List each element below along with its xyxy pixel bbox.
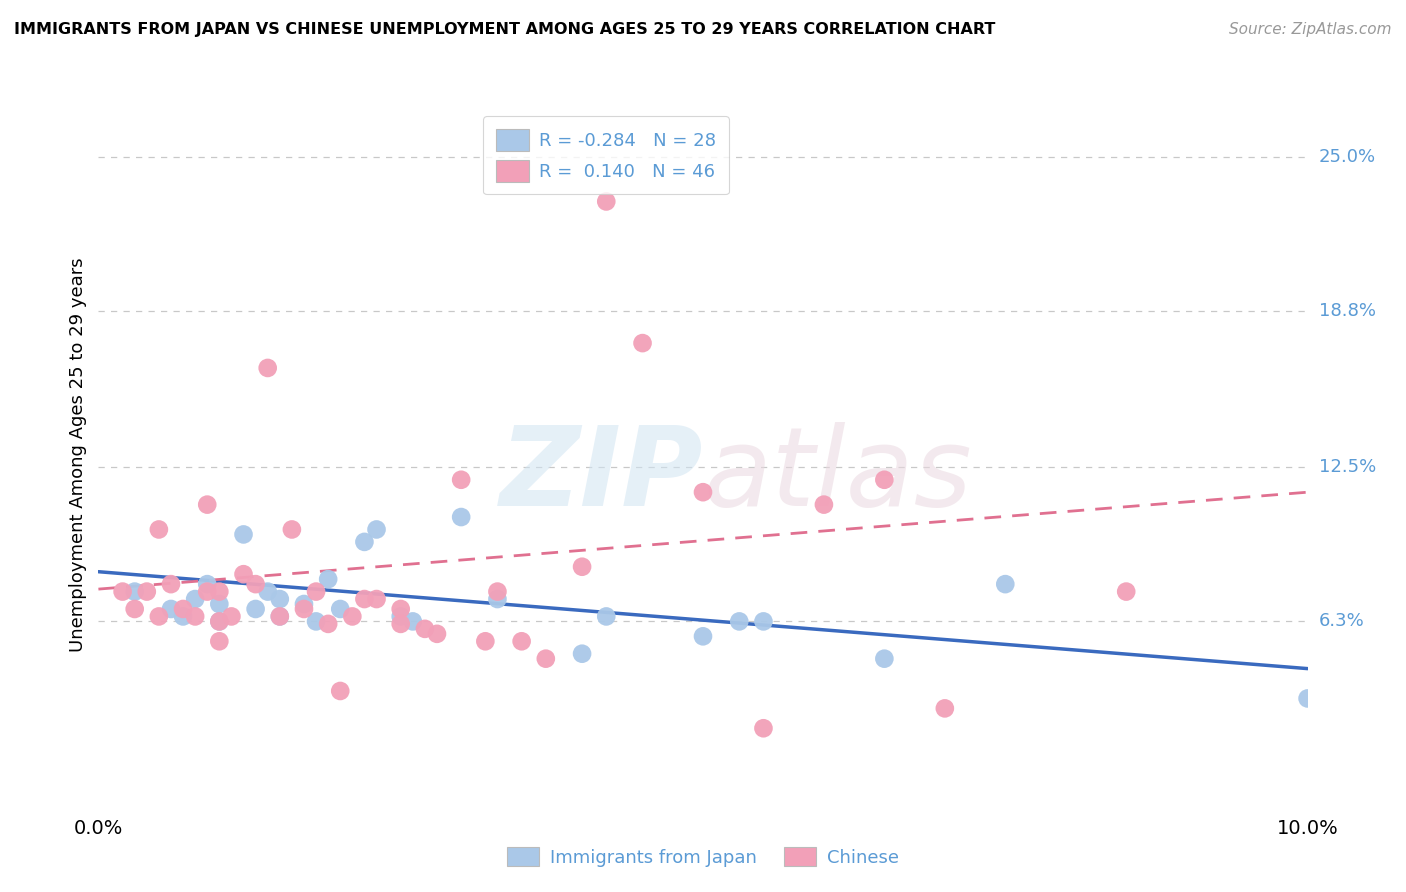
- Text: 18.8%: 18.8%: [1319, 301, 1375, 320]
- Point: [195, 498, 218, 512]
- Point: [292, 602, 315, 616]
- Point: [426, 627, 449, 641]
- Text: Source: ZipAtlas.com: Source: ZipAtlas.com: [1229, 22, 1392, 37]
- Point: [281, 523, 304, 537]
- Point: [245, 577, 267, 591]
- Point: [571, 647, 593, 661]
- Point: [232, 567, 254, 582]
- Point: [256, 584, 278, 599]
- Point: [124, 584, 146, 599]
- Point: [510, 634, 533, 648]
- Point: [208, 584, 231, 599]
- Point: [692, 485, 714, 500]
- Point: [208, 634, 231, 648]
- Point: [148, 523, 170, 537]
- Point: [402, 615, 425, 629]
- Point: [342, 609, 364, 624]
- Point: [413, 622, 436, 636]
- Point: [571, 559, 593, 574]
- Point: [873, 651, 896, 665]
- Point: [329, 684, 352, 698]
- Point: [752, 721, 775, 735]
- Point: [631, 336, 654, 351]
- Text: 25.0%: 25.0%: [1319, 148, 1376, 166]
- Point: [1115, 584, 1137, 599]
- Point: [208, 615, 231, 629]
- Point: [366, 523, 388, 537]
- Point: [269, 609, 291, 624]
- Point: [389, 609, 412, 624]
- Point: [450, 510, 472, 524]
- Point: [873, 473, 896, 487]
- Point: [486, 592, 509, 607]
- Point: [692, 629, 714, 643]
- Point: [269, 592, 291, 607]
- Point: [184, 609, 207, 624]
- Point: [292, 597, 315, 611]
- Point: [595, 194, 617, 209]
- Point: [316, 616, 339, 631]
- Point: [1296, 691, 1319, 706]
- Point: [486, 584, 509, 599]
- Point: [595, 609, 617, 624]
- Point: [450, 473, 472, 487]
- Point: [305, 584, 328, 599]
- Point: [366, 592, 388, 607]
- Text: ZIP: ZIP: [499, 422, 703, 529]
- Point: [148, 609, 170, 624]
- Point: [329, 602, 352, 616]
- Point: [256, 361, 278, 376]
- Point: [269, 609, 291, 624]
- Legend: Immigrants from Japan, Chinese: Immigrants from Japan, Chinese: [499, 840, 907, 874]
- Point: [135, 584, 157, 599]
- Point: [184, 592, 207, 607]
- Point: [353, 592, 375, 607]
- Point: [111, 584, 134, 599]
- Point: [353, 534, 375, 549]
- Text: 6.3%: 6.3%: [1319, 613, 1364, 631]
- Point: [195, 584, 218, 599]
- Point: [305, 615, 328, 629]
- Point: [172, 609, 194, 624]
- Point: [232, 527, 254, 541]
- Point: [195, 577, 218, 591]
- Point: [208, 597, 231, 611]
- Point: [160, 577, 183, 591]
- Point: [389, 616, 412, 631]
- Point: [245, 602, 267, 616]
- Text: atlas: atlas: [703, 422, 972, 529]
- Point: [221, 609, 243, 624]
- Point: [124, 602, 146, 616]
- Point: [172, 602, 194, 616]
- Point: [160, 602, 183, 616]
- Text: 12.5%: 12.5%: [1319, 458, 1376, 476]
- Point: [389, 602, 412, 616]
- Point: [934, 701, 956, 715]
- Point: [208, 615, 231, 629]
- Y-axis label: Unemployment Among Ages 25 to 29 years: Unemployment Among Ages 25 to 29 years: [69, 258, 87, 652]
- Point: [994, 577, 1017, 591]
- Point: [728, 615, 751, 629]
- Point: [813, 498, 835, 512]
- Text: IMMIGRANTS FROM JAPAN VS CHINESE UNEMPLOYMENT AMONG AGES 25 TO 29 YEARS CORRELAT: IMMIGRANTS FROM JAPAN VS CHINESE UNEMPLO…: [14, 22, 995, 37]
- Point: [316, 572, 339, 586]
- Point: [534, 651, 557, 665]
- Point: [752, 615, 775, 629]
- Point: [474, 634, 496, 648]
